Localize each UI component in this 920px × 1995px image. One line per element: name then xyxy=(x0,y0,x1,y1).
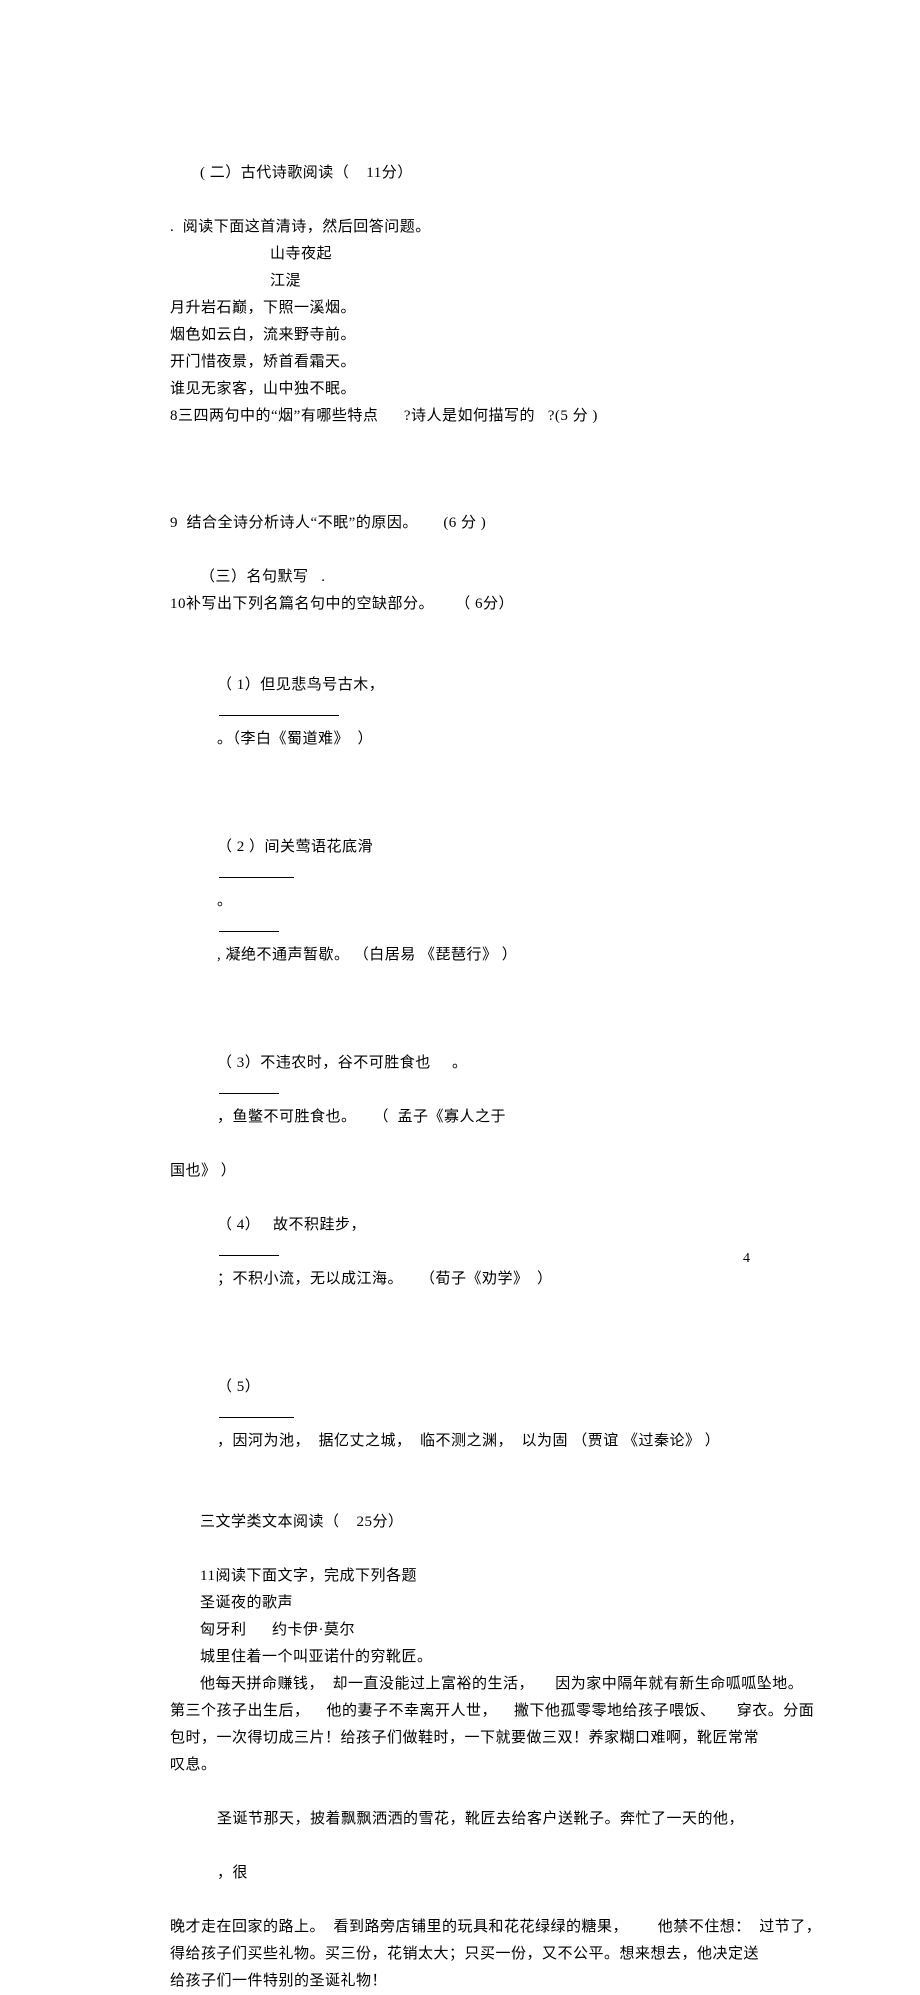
q10-4-text-b: ；不积小流，无以成江海。 （荀子《劝学》 ） xyxy=(217,1271,553,1287)
story-3a-text: 圣诞节那天，披着飘飘洒洒的雪花，靴匠去给客户送靴子。奔忙了一天的他， xyxy=(217,1811,744,1827)
q10-5-text-b: ，因河为池， 据亿丈之城， 临不测之渊， 以为固 （贾谊 《过秦论》 ） xyxy=(217,1433,720,1449)
poem-line-1: 月升岩石巅，下照一溪烟。 xyxy=(170,295,750,322)
story-author: 匈牙利 约卡伊·莫尔 xyxy=(170,1617,750,1644)
story-para-3b: 晚才走在回家的路上。 看到路旁店铺里的玩具和花花绿绿的糖果， 他禁不住想： 过节… xyxy=(170,1914,750,1941)
poem-line-3: 开门惜夜景，矫首看霜天。 xyxy=(170,349,750,376)
poem-intro: . 阅读下面这首清诗，然后回答问题。 xyxy=(170,214,750,241)
q10-blank-3-line2: 国也》 ） xyxy=(170,1158,750,1185)
q10-2-text-c: , 凝绝不通声暂歇。 （白居易 《琵琶行》 ） xyxy=(217,947,517,963)
story-title: 圣诞夜的歌声 xyxy=(170,1590,750,1617)
question-11: 11阅读下面文字，完成下列各题 xyxy=(170,1563,750,1590)
q10-1-text-a: （ 1）但见悲鸟号古木， xyxy=(217,677,384,693)
blank-underline xyxy=(219,700,339,716)
story-para-2b: 第三个孩子出生后， 他的妻子不幸离开人世， 撇下他孤零零地给孩子喂饭、 穿衣。分… xyxy=(170,1698,750,1725)
blank-underline xyxy=(219,1402,294,1418)
poem-title: 山寺夜起 xyxy=(170,241,750,268)
blank-underline xyxy=(219,1078,279,1094)
q10-5-text-a: （ 5） xyxy=(217,1379,260,1395)
question-9: 9 结合全诗分析诗人“不眠”的原因。 (6 分 ) xyxy=(170,510,750,537)
q10-4-text-a: （ 4） 故不积跬步， xyxy=(217,1217,366,1233)
story-para-3a: 圣诞节那天，披着飘飘洒洒的雪花，靴匠去给客户送靴子。奔忙了一天的他， ，很 xyxy=(170,1779,750,1914)
blank-underline xyxy=(219,1240,279,1256)
story-para-3d: 给孩子们一件特别的圣诞礼物！ xyxy=(170,1968,750,1995)
page-number: 4 xyxy=(743,1251,750,1267)
story-para-1: 城里住着一个叫亚诺什的穷靴匠。 xyxy=(170,1644,750,1671)
question-10: 10补写出下列名篇名句中的空缺部分。 （ 6分） xyxy=(170,591,750,618)
story-3a-tail: ，很 xyxy=(217,1865,248,1881)
section-2-title: ( 二）古代诗歌阅读（ 11分） xyxy=(170,160,750,187)
q10-blank-1: （ 1）但见悲鸟号古木， 。（李白《蜀道难》 ） xyxy=(170,645,750,780)
poem-author: 江湜 xyxy=(170,268,750,295)
section-literature-title: 三文学类文本阅读（ 25分） xyxy=(170,1509,750,1536)
q10-blank-4: （ 4） 故不积跬步， ；不积小流，无以成江海。 （荀子《劝学》 ） xyxy=(170,1185,750,1320)
poem-line-4: 谁见无家客，山中独不眠。 xyxy=(170,376,750,403)
blank-underline xyxy=(219,862,294,878)
q10-2-text-a: （ 2 ）间关莺语花底滑 xyxy=(217,839,373,855)
q10-3-text-a: （ 3）不违农时，谷不可胜食也 。 xyxy=(217,1055,468,1071)
section-3-title: （三）名句默写 . xyxy=(170,564,750,591)
blank-underline xyxy=(219,916,279,932)
q10-2-text-b: 。 xyxy=(217,893,233,909)
story-para-2c: 包时，一次得切成三片！给孩子们做鞋时，一下就要做三双！养家糊口难啊，靴匠常常 xyxy=(170,1725,750,1752)
q10-blank-3-line1: （ 3）不违农时，谷不可胜食也 。 ，鱼鳖不可胜食也。 （ 孟子《寡人之于 xyxy=(170,1023,750,1158)
q10-blank-2: （ 2 ）间关莺语花底滑 。 , 凝绝不通声暂歇。 （白居易 《琵琶行》 ） xyxy=(170,807,750,996)
story-para-3c: 得给孩子们买些礼物。买三份，花销太大；只买一份，又不公平。想来想去，他决定送 xyxy=(170,1941,750,1968)
story-para-2a: 他每天拼命赚钱， 却一直没能过上富裕的生活， 因为家中隔年就有新生命呱呱坠地。 xyxy=(170,1671,750,1698)
q10-blank-5: （ 5） ，因河为池， 据亿丈之城， 临不测之渊， 以为固 （贾谊 《过秦论》 … xyxy=(170,1347,750,1482)
story-para-2d: 叹息。 xyxy=(170,1752,750,1779)
question-8: 8三四两句中的“烟”有哪些特点 ?诗人是如何描写的 ?(5 分 ) xyxy=(170,403,750,430)
q10-1-text-b: 。（李白《蜀道难》 ） xyxy=(217,731,373,747)
q10-3-text-b: ，鱼鳖不可胜食也。 （ 孟子《寡人之于 xyxy=(217,1109,506,1125)
document-page: ( 二）古代诗歌阅读（ 11分） . 阅读下面这首清诗，然后回答问题。 山寺夜起… xyxy=(0,0,920,1303)
poem-line-2: 烟色如云白，流来野寺前。 xyxy=(170,322,750,349)
